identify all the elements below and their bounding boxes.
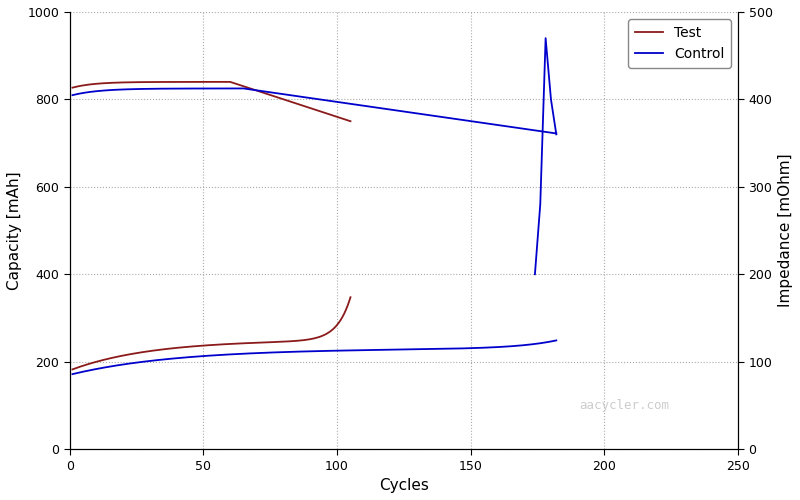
Legend: Test, Control: Test, Control	[628, 19, 731, 68]
Y-axis label: Capacity [mAh]: Capacity [mAh]	[7, 171, 22, 290]
Y-axis label: Impedance [mOhm]: Impedance [mOhm]	[778, 154, 793, 308]
Test	[326, 112, 336, 118]
Test	[152, 79, 162, 85]
Text: aacycler.com: aacycler.com	[579, 399, 670, 412]
Control	[551, 130, 561, 136]
Test	[334, 114, 344, 120]
Control	[406, 110, 415, 116]
Control	[412, 110, 422, 116]
Control	[311, 96, 321, 102]
Test	[346, 118, 355, 124]
Test	[86, 82, 96, 87]
Control	[463, 118, 473, 124]
Control	[134, 86, 143, 92]
Control	[68, 92, 78, 98]
Test	[126, 80, 136, 86]
X-axis label: Cycles: Cycles	[379, 478, 429, 493]
Test	[81, 82, 90, 88]
Control	[492, 122, 502, 128]
Test	[68, 84, 78, 90]
Line: Control: Control	[73, 88, 556, 134]
Test	[226, 79, 235, 85]
Line: Test: Test	[73, 82, 350, 121]
Control	[238, 86, 248, 91]
